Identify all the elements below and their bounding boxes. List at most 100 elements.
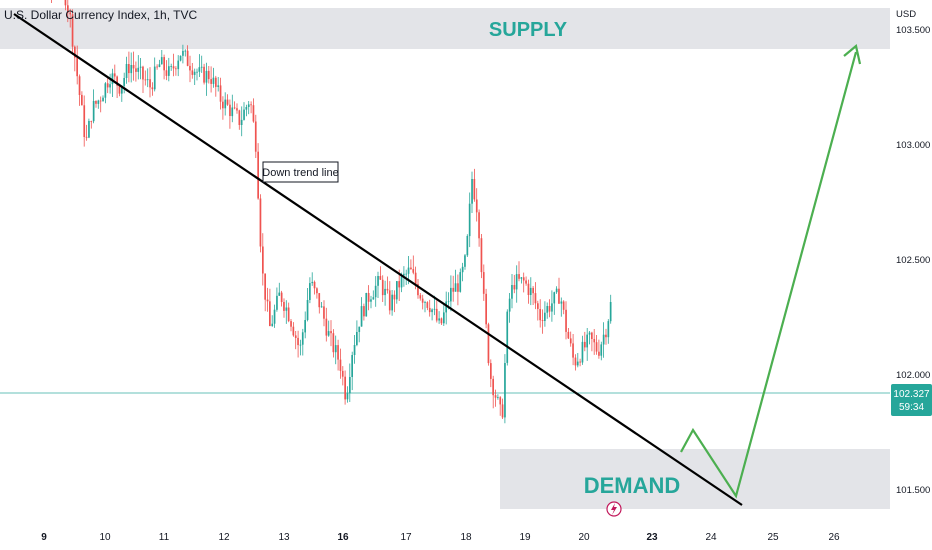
y-tick-labels: 101.500102.000102.500103.000103.500104.0… xyxy=(896,25,930,496)
supply-zone: SUPPLY xyxy=(0,8,890,49)
candle-body xyxy=(520,277,523,279)
candle-body xyxy=(135,68,137,72)
x-tick-label: 20 xyxy=(578,532,590,543)
candle-body xyxy=(478,212,480,239)
candle-body xyxy=(257,151,259,199)
price-axis[interactable]: USD 101.500 102.000 102.500 103.000 103.500 1… xyxy=(890,0,932,526)
candle-body xyxy=(153,66,156,90)
candle-body xyxy=(222,101,224,109)
candle-body xyxy=(168,66,170,76)
candle-body xyxy=(405,273,408,275)
candle-body xyxy=(365,293,368,317)
candle-body xyxy=(280,292,283,302)
candle-body xyxy=(426,302,429,308)
candle-body xyxy=(247,104,250,107)
candle-body xyxy=(386,288,389,291)
candle-body xyxy=(88,121,90,138)
candle-body xyxy=(435,308,438,321)
candle-body xyxy=(233,107,236,109)
candle-body xyxy=(229,104,231,116)
projection-path[interactable] xyxy=(680,43,862,499)
candle-body xyxy=(492,378,494,396)
candle-body xyxy=(576,361,579,366)
candle-body xyxy=(532,287,534,294)
x-tick-label: 16 xyxy=(337,532,349,543)
candle-body xyxy=(358,326,361,332)
candle-body xyxy=(198,67,201,72)
current-price-value: 102.327 xyxy=(893,389,930,400)
candle-body xyxy=(254,121,257,152)
candle-body xyxy=(266,299,269,302)
candle-body xyxy=(360,306,363,327)
candle-body xyxy=(116,76,118,86)
candle-body xyxy=(522,277,525,281)
candle-body xyxy=(414,272,417,284)
candle-body xyxy=(527,283,530,295)
candle-body xyxy=(219,85,222,102)
candle-body xyxy=(252,105,255,122)
candle-body xyxy=(142,66,144,80)
candle-body xyxy=(579,361,581,363)
candle-body xyxy=(466,236,469,256)
candle-body xyxy=(553,292,556,304)
candle-body xyxy=(327,331,330,336)
candle-body xyxy=(250,104,252,106)
candle-body xyxy=(320,306,323,308)
candle-body xyxy=(184,50,187,52)
candle-body xyxy=(581,341,584,363)
candle-body xyxy=(607,321,610,338)
candle-body xyxy=(207,70,210,80)
candle-body xyxy=(475,199,478,213)
candle-body xyxy=(313,281,316,289)
candle-body xyxy=(400,275,403,288)
candle-body xyxy=(165,70,168,76)
candle-body xyxy=(175,68,177,70)
candle-body xyxy=(412,269,415,273)
candle-body xyxy=(588,332,591,335)
candle-body xyxy=(428,307,431,313)
trend-line-callout: Down trend line xyxy=(262,161,339,183)
supply-zone-rect xyxy=(0,8,890,49)
candle-body xyxy=(480,238,483,273)
currency-label: USD xyxy=(896,9,916,20)
candle-body xyxy=(283,302,285,311)
candle-body xyxy=(262,246,264,274)
candle-body xyxy=(379,276,382,280)
candle-body xyxy=(92,101,95,122)
candle-body xyxy=(602,334,605,345)
lightning-icon-glyph xyxy=(611,503,617,515)
candle-body xyxy=(473,179,476,200)
candle-body xyxy=(224,99,227,109)
candle-body xyxy=(287,307,290,322)
candle-body xyxy=(555,288,558,293)
candle-body xyxy=(231,107,234,117)
candle-body xyxy=(85,136,88,138)
x-tick-label: 26 xyxy=(828,532,840,543)
candle-body xyxy=(468,203,471,237)
candle-body xyxy=(170,66,172,67)
candle-body xyxy=(562,301,565,310)
candle-body xyxy=(99,100,102,102)
candle-body xyxy=(240,119,243,125)
candle-body xyxy=(172,66,175,69)
candle-body xyxy=(471,179,473,204)
down-trend-line[interactable] xyxy=(13,13,743,506)
candle-body xyxy=(419,295,422,299)
candle-body xyxy=(269,301,271,326)
candle-body xyxy=(391,294,393,311)
event-marker[interactable] xyxy=(606,501,622,517)
current-price-badge-bg xyxy=(891,384,932,416)
candle-body xyxy=(367,293,370,302)
candle-body xyxy=(271,323,274,326)
candle-body xyxy=(356,332,358,345)
candle-body xyxy=(182,50,184,56)
candle-body xyxy=(511,285,513,299)
candle-body xyxy=(264,273,266,300)
candle-body xyxy=(334,345,337,353)
time-axis[interactable]: 9 10 11 12 13 16 17 18 19 20 23 24 25 26 xyxy=(0,526,932,550)
candle-body xyxy=(278,292,281,296)
bar-countdown: 59:34 xyxy=(899,402,924,413)
candle-body xyxy=(595,342,598,352)
candle-body xyxy=(546,306,549,313)
candle-body xyxy=(130,65,133,74)
